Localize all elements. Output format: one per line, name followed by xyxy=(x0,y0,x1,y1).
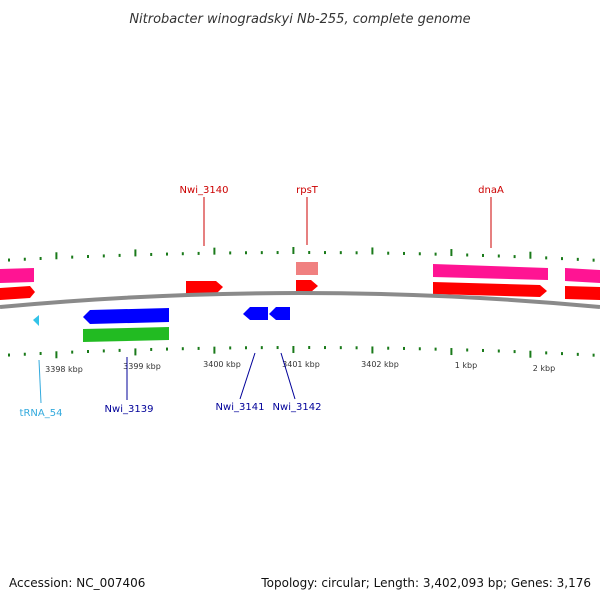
genome-backbone xyxy=(0,291,600,309)
gene-label-dnaa[interactable]: dnaA xyxy=(478,185,504,196)
cds-arrow-nwi-3141[interactable] xyxy=(243,307,268,320)
gene-label-trna-54[interactable]: tRNA_54 xyxy=(20,408,63,419)
forward-gene-labels: Nwi_3140 rpsT dnaA xyxy=(180,185,504,248)
accession-text: Accession: NC_007406 xyxy=(9,576,146,590)
scale-label-3399-kbp: 3399 kbp xyxy=(123,362,161,371)
cds-arrow-dnaa[interactable] xyxy=(433,282,547,297)
rrna-feature-rpst[interactable] xyxy=(296,262,318,275)
trna-arrow-trna-54[interactable] xyxy=(33,315,39,326)
cds-arrow-nwi-3139[interactable] xyxy=(83,308,169,324)
gene-label-nwi-3142[interactable]: Nwi_3142 xyxy=(273,402,322,413)
map-title: Nitrobacter winogradskyi Nb-255, complet… xyxy=(129,12,470,27)
forward-cds-track xyxy=(0,280,600,300)
tick-marks xyxy=(8,247,595,359)
gene-feature-dnaa[interactable] xyxy=(433,264,548,280)
reverse-gene-labels: Nwi_3139 Nwi_3141 Nwi_3142 tRNA_54 xyxy=(20,352,322,419)
scale-label-3401-kbp: 3401 kbp xyxy=(282,360,320,369)
scale-label-3398-kbp: 3398 kbp xyxy=(45,365,83,374)
cds-arrow-left-edge[interactable] xyxy=(0,286,35,300)
gene-label-nwi-3139[interactable]: Nwi_3139 xyxy=(105,404,154,415)
gene-feature-nwi-3139[interactable] xyxy=(83,327,169,342)
leader-line-nwi-3142 xyxy=(280,352,296,400)
cds-arrow-nwi-3140[interactable] xyxy=(186,281,223,295)
gene-feature-left-edge[interactable] xyxy=(0,268,34,283)
cds-arrow-right-edge[interactable] xyxy=(565,286,600,300)
cds-arrow-rpst[interactable] xyxy=(296,280,318,292)
genome-summary-text: Topology: circular; Length: 3,402,093 bp… xyxy=(261,576,591,590)
gene-label-rpst[interactable]: rpsT xyxy=(296,185,319,196)
gene-feature-right-edge[interactable] xyxy=(565,268,600,283)
reverse-cds-track xyxy=(33,307,290,326)
gene-label-nwi-3141[interactable]: Nwi_3141 xyxy=(216,402,265,413)
reverse-gene-track xyxy=(83,327,169,342)
scale-labels: 3398 kbp 3399 kbp 3400 kbp 3401 kbp 3402… xyxy=(45,360,555,374)
leader-line-nwi-3141 xyxy=(239,352,256,400)
scale-label-3400-kbp: 3400 kbp xyxy=(203,360,241,369)
cds-arrow-nwi-3142[interactable] xyxy=(269,307,290,320)
forward-gene-track xyxy=(0,262,600,283)
scale-label-3402-kbp: 3402 kbp xyxy=(361,360,399,369)
scale-label-2-kbp: 2 kbp xyxy=(533,364,555,373)
scale-label-1-kbp: 1 kbp xyxy=(455,361,477,370)
gene-label-nwi-3140[interactable]: Nwi_3140 xyxy=(180,185,229,196)
leader-line-trna-54 xyxy=(38,359,42,404)
